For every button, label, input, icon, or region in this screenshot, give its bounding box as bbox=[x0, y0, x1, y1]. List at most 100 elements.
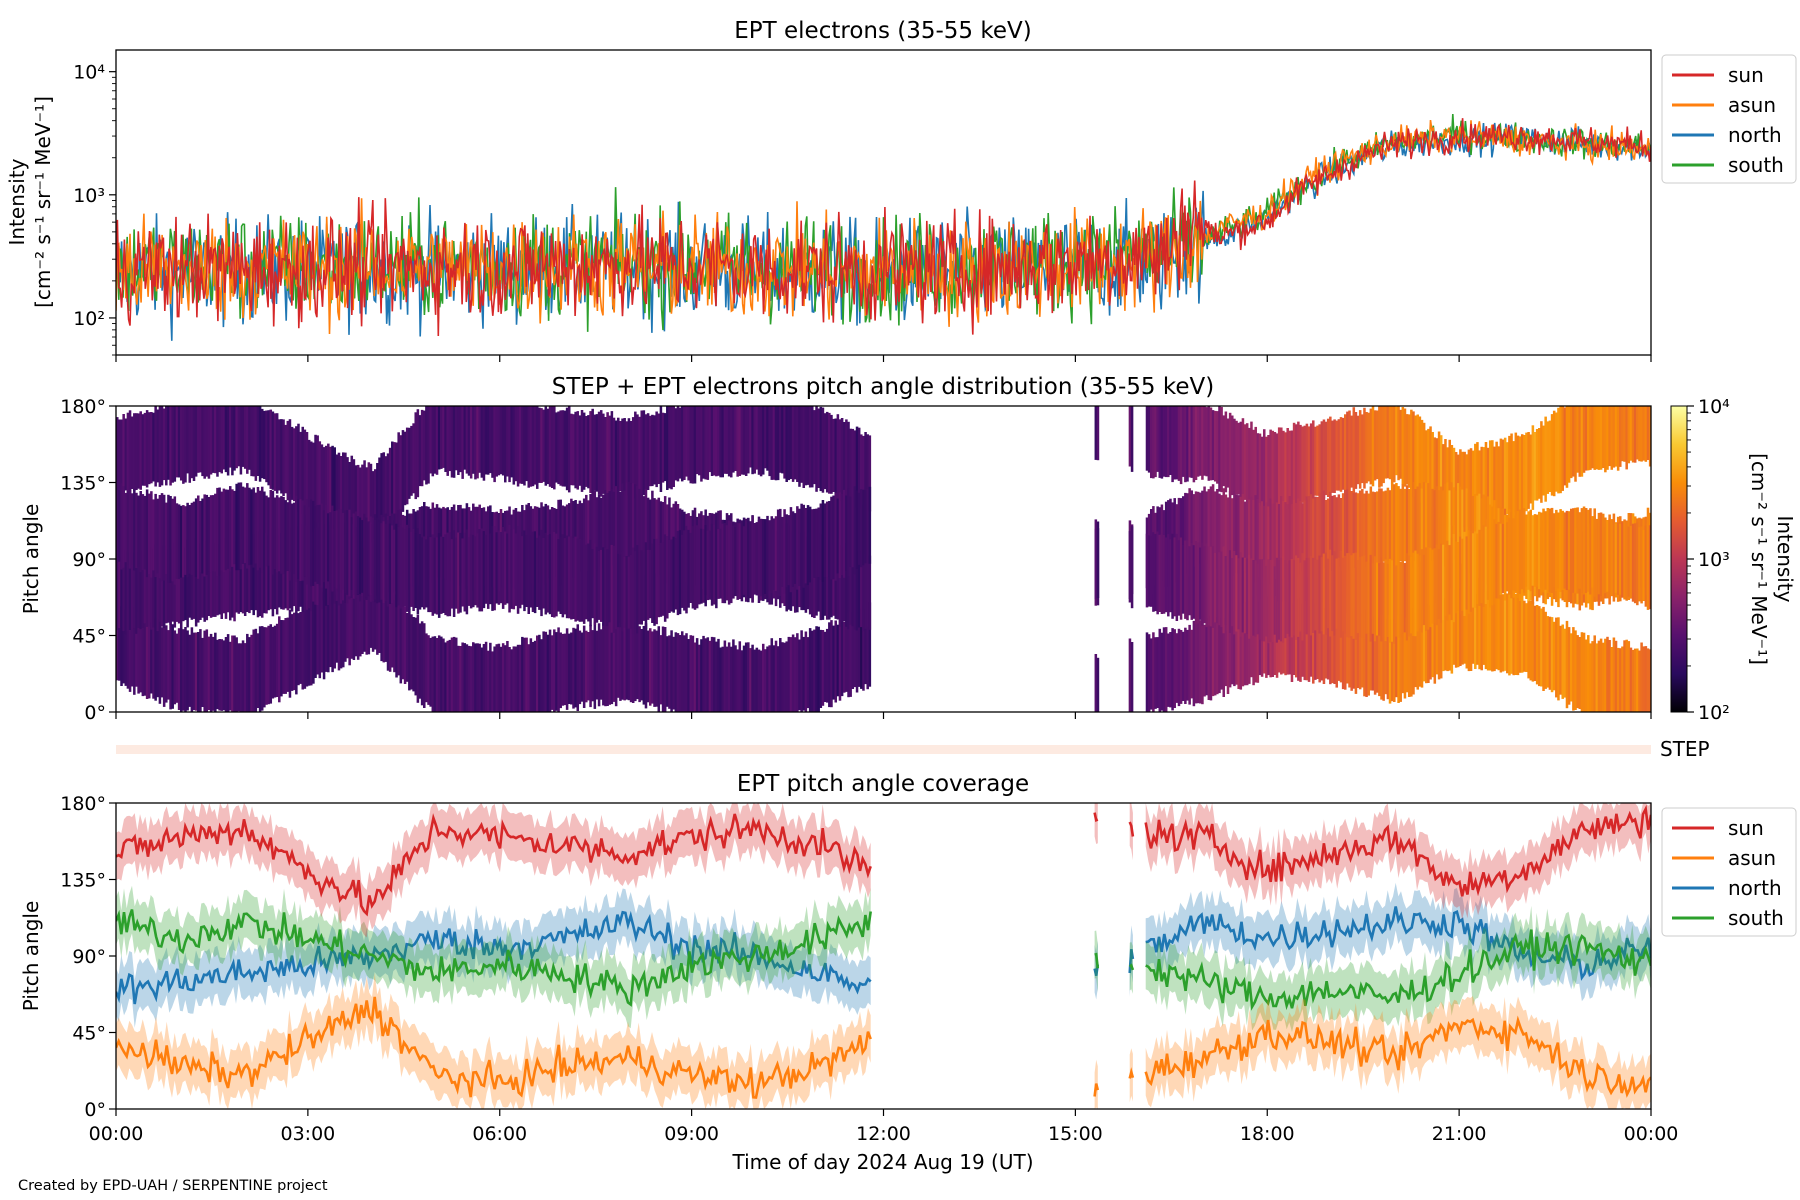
heatmap-cell bbox=[1130, 526, 1134, 609]
heatmap-cell bbox=[653, 498, 656, 574]
heatmap-cell bbox=[561, 633, 565, 706]
heatmap-cell bbox=[1307, 557, 1311, 634]
heatmap-cell bbox=[1337, 419, 1341, 491]
heatmap-cell bbox=[1205, 624, 1208, 696]
heatmap-cell bbox=[226, 634, 230, 712]
heatmap-cell bbox=[454, 637, 458, 712]
heatmap-cell bbox=[1277, 504, 1281, 577]
heatmap-cell bbox=[344, 510, 347, 594]
heatmap-cell bbox=[576, 411, 580, 490]
heatmap-cell bbox=[770, 638, 774, 712]
heatmap-cell bbox=[1288, 430, 1292, 506]
heatmap-cell bbox=[352, 513, 356, 595]
heatmap-cell bbox=[706, 530, 710, 601]
step-label: STEP bbox=[1660, 737, 1710, 761]
heatmap-cell bbox=[1439, 543, 1443, 623]
heatmap-cell bbox=[278, 616, 281, 703]
heatmap-cell bbox=[169, 496, 172, 583]
heatmap-cell bbox=[651, 414, 654, 487]
heatmap-cell bbox=[840, 418, 844, 502]
heatmap-cell bbox=[608, 491, 612, 569]
heatmap-cell bbox=[781, 406, 784, 474]
heatmap-cell bbox=[1162, 406, 1166, 477]
heatmap-cell bbox=[1503, 514, 1507, 601]
heatmap-cell bbox=[333, 591, 336, 669]
heatmap-cell bbox=[1213, 491, 1217, 565]
heatmap-cell bbox=[371, 471, 375, 543]
heatmap-cell bbox=[1431, 549, 1434, 624]
heatmap-cell bbox=[284, 424, 287, 494]
heatmap-cell bbox=[1350, 555, 1353, 637]
heatmap-cell bbox=[860, 434, 863, 504]
heatmap-cell bbox=[1301, 503, 1304, 572]
heatmap-cell bbox=[1476, 594, 1479, 665]
heatmap-cell bbox=[324, 445, 328, 522]
heatmap-cell bbox=[448, 532, 452, 617]
heatmap-cell bbox=[1565, 510, 1569, 591]
legend-label-asun: asun bbox=[1728, 846, 1776, 870]
heatmap-cell bbox=[224, 489, 228, 571]
heatmap-cell bbox=[634, 411, 637, 499]
heatmap-cell bbox=[403, 431, 407, 506]
heatmap-cell bbox=[284, 618, 287, 694]
coverage-ylabel: Pitch angle bbox=[19, 901, 43, 1012]
heatmap-cell bbox=[1538, 606, 1541, 687]
heatmap-cell bbox=[190, 406, 194, 479]
heatmap-cell bbox=[1373, 556, 1377, 642]
heatmap-cell bbox=[1401, 563, 1405, 634]
heatmap-cell bbox=[256, 406, 260, 476]
heatmap-cell bbox=[567, 633, 571, 704]
heatmap-cell bbox=[516, 526, 520, 614]
heatmap-cell bbox=[832, 495, 835, 580]
heatmap-cell bbox=[1171, 628, 1174, 711]
heatmap-cell bbox=[1574, 630, 1577, 710]
heatmap-cell bbox=[804, 631, 808, 712]
heatmap-cell bbox=[550, 635, 554, 710]
heatmap-cell bbox=[1567, 511, 1571, 590]
heatmap-cell bbox=[231, 537, 234, 618]
heatmap-cell bbox=[587, 632, 590, 701]
heatmap-cell bbox=[1224, 494, 1228, 568]
heatmap-cell bbox=[1557, 407, 1560, 494]
heatmap-cell bbox=[842, 422, 846, 500]
heatmap-cell bbox=[1444, 598, 1447, 671]
heatmap-cell bbox=[625, 622, 629, 700]
heatmap-cell bbox=[233, 635, 236, 712]
heatmap-cell bbox=[130, 416, 134, 489]
heatmap-cell bbox=[269, 409, 273, 489]
heatmap-cell bbox=[1425, 430, 1428, 499]
heatmap-cell bbox=[158, 495, 162, 579]
heatmap-cell bbox=[1250, 496, 1253, 579]
heatmap-cell bbox=[450, 539, 454, 609]
heatmap-cell bbox=[747, 406, 750, 474]
heatmap-cell bbox=[235, 406, 238, 469]
heatmap-cell bbox=[480, 528, 484, 612]
heatmap-cell bbox=[1459, 486, 1462, 565]
heatmap-cell bbox=[282, 496, 285, 575]
heatmap-cell bbox=[1638, 650, 1641, 712]
heatmap-cell bbox=[1480, 531, 1483, 604]
heatmap-cell bbox=[133, 607, 136, 695]
heatmap-cell bbox=[211, 543, 215, 617]
heatmap-cell bbox=[1218, 616, 1221, 694]
heatmap-cell bbox=[1414, 613, 1417, 688]
heatmap-cell bbox=[450, 637, 454, 712]
heatmap-cell bbox=[1589, 406, 1592, 470]
heatmap-cell bbox=[698, 644, 701, 712]
heatmap-cell bbox=[280, 419, 283, 494]
heatmap-cell bbox=[1337, 611, 1341, 681]
heatmap-cell bbox=[388, 447, 392, 525]
heatmap-cell bbox=[1555, 617, 1558, 698]
heatmap-cell bbox=[218, 543, 221, 615]
heatmap-cell bbox=[1555, 509, 1558, 592]
heatmap-cell bbox=[271, 411, 275, 490]
heatmap-cell bbox=[231, 635, 234, 712]
heatmap-cell bbox=[433, 406, 437, 474]
heatmap-cell bbox=[772, 518, 776, 590]
heatmap-cell bbox=[1450, 588, 1454, 674]
heatmap-cell bbox=[459, 406, 462, 473]
heatmap-cell bbox=[139, 491, 142, 573]
heatmap-cell bbox=[1454, 589, 1458, 668]
heatmap-cell bbox=[721, 523, 724, 604]
heatmap-cell bbox=[1171, 533, 1174, 619]
